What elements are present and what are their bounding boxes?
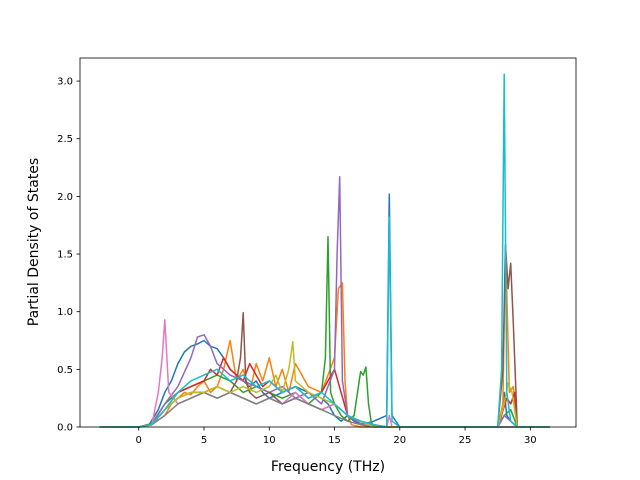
x-axis-title: Frequency (THz) [271, 459, 385, 475]
x-tick-label: 15 [328, 435, 341, 446]
x-tick-label: 20 [393, 435, 406, 446]
x-tick-label: 0 [136, 435, 142, 446]
y-tick-label: 3.0 [57, 77, 73, 88]
x-tick-label: 10 [263, 435, 276, 446]
y-tick-label: 2.0 [57, 192, 73, 203]
series-line-10 [99, 73, 550, 428]
y-tick-label: 0.5 [57, 365, 73, 376]
axes: 0 5 10 15 20 25 30 0.0 0.5 1.0 1.5 2.0 2.5 3.0 [57, 57, 577, 446]
y-tick-label: 0.0 [57, 423, 73, 434]
series-line-8 [99, 391, 550, 428]
x-tick-label: 5 [201, 435, 207, 446]
y-tick-label: 1.0 [57, 307, 73, 318]
x-tick-label: 30 [524, 435, 537, 446]
x-tick-label: 25 [459, 435, 472, 446]
series-line-9 [99, 340, 550, 428]
y-tick-label: 2.5 [57, 134, 73, 145]
y-tick-label: 1.5 [57, 250, 73, 261]
y-axis-title: Partial Density of States [26, 158, 42, 326]
plot-frame [79, 57, 577, 428]
plot-lines [99, 73, 550, 428]
